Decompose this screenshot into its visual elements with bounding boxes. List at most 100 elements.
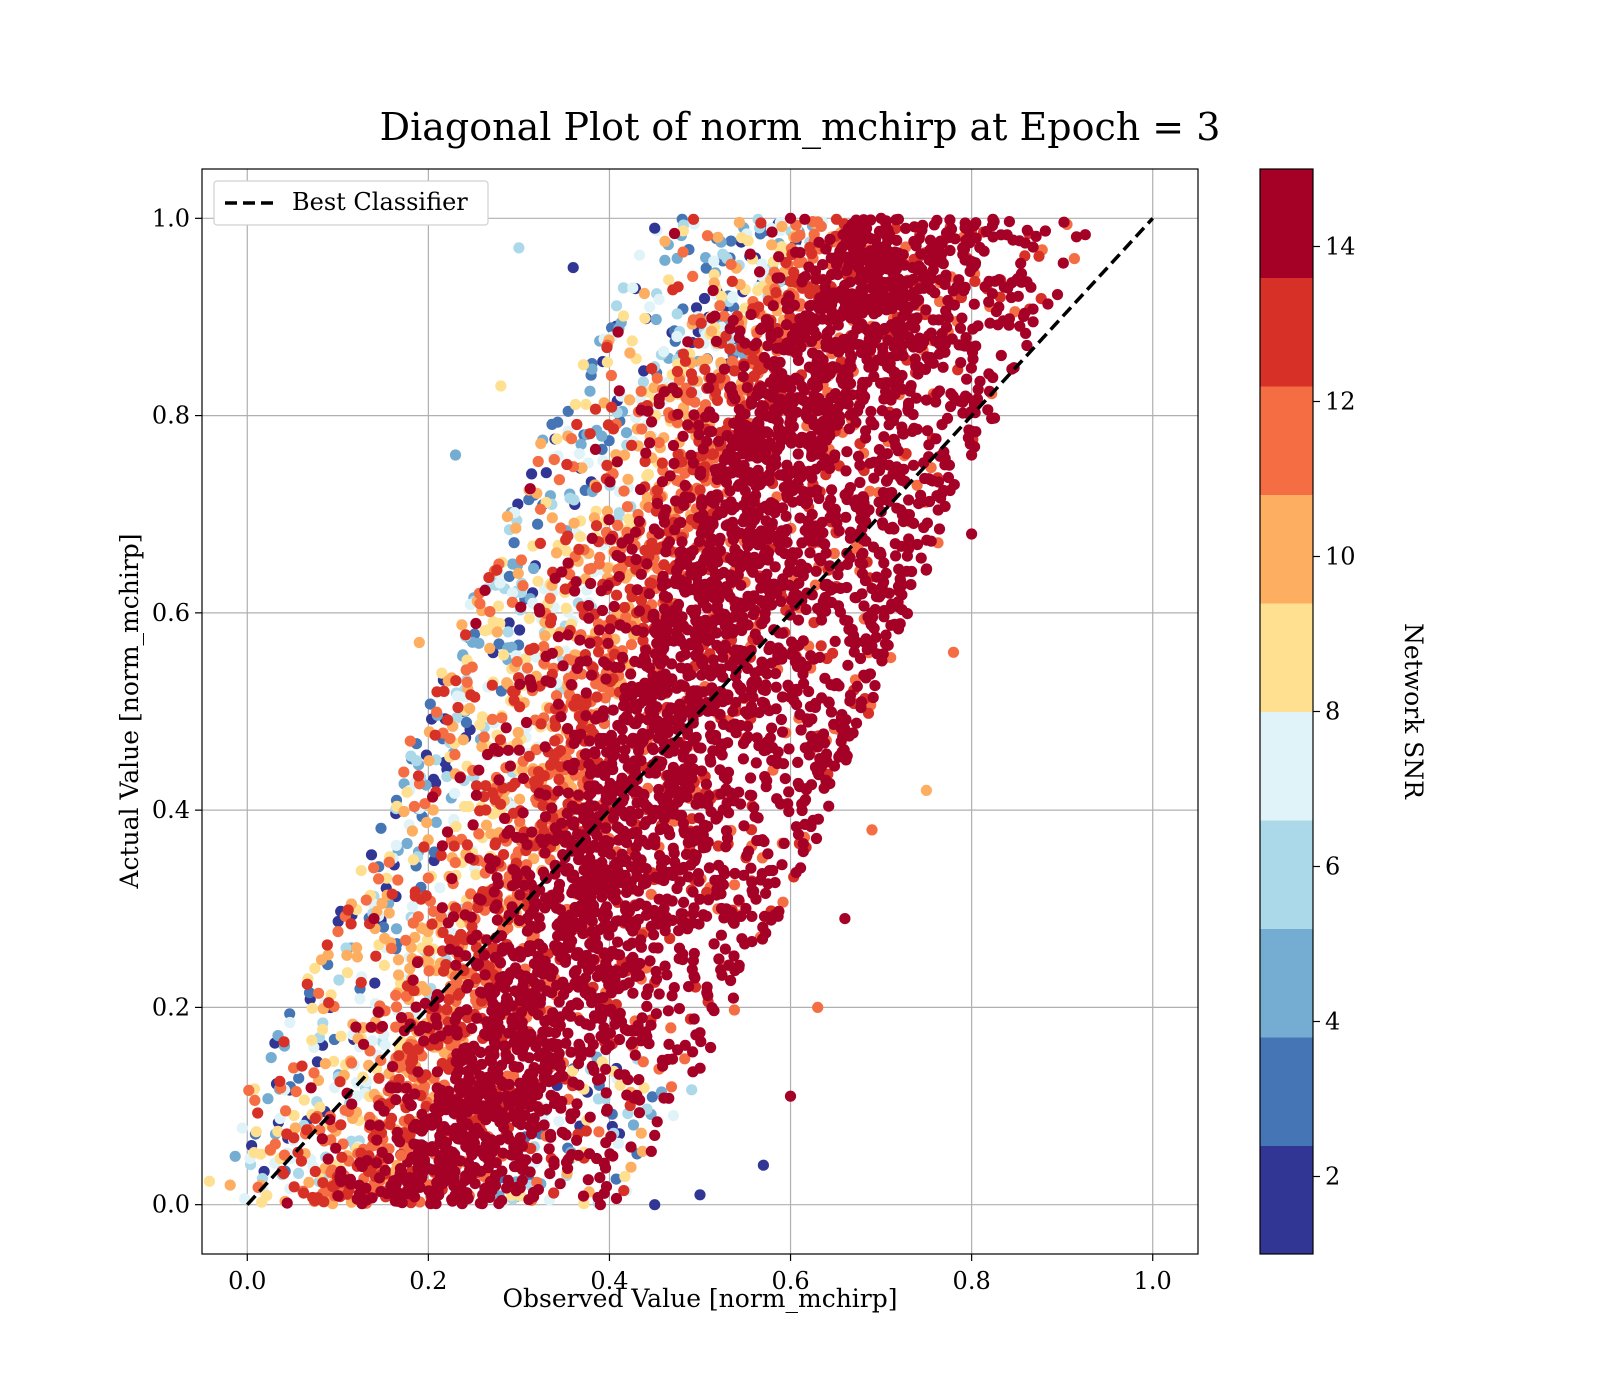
scatter-point bbox=[806, 508, 818, 521]
scatter-point bbox=[355, 1147, 367, 1159]
scatter-point bbox=[535, 437, 547, 450]
scatter-point bbox=[815, 640, 827, 652]
scatter-point bbox=[840, 465, 852, 477]
scatter-point bbox=[923, 439, 935, 451]
scatter-point bbox=[584, 428, 596, 440]
scatter-point bbox=[448, 840, 460, 852]
scatter-point bbox=[646, 578, 658, 590]
scatter-point bbox=[606, 401, 618, 413]
scatter-point bbox=[585, 723, 597, 735]
scatter-point bbox=[758, 697, 771, 709]
scatter-point bbox=[629, 1049, 641, 1061]
scatter-point bbox=[676, 536, 688, 548]
scatter-point bbox=[402, 1041, 414, 1054]
scatter-point bbox=[651, 372, 663, 384]
scatter-point bbox=[671, 330, 683, 343]
scatter-point bbox=[429, 729, 441, 741]
scatter-point bbox=[551, 433, 563, 445]
scatter-point bbox=[239, 1193, 251, 1205]
scatter-point bbox=[355, 865, 367, 877]
scatter-point bbox=[586, 363, 598, 375]
scatter-point bbox=[573, 543, 585, 556]
scatter-point bbox=[653, 893, 665, 905]
scatter-point bbox=[865, 405, 877, 418]
scatter-point bbox=[474, 598, 486, 610]
scatter-point bbox=[764, 640, 776, 653]
scatter-point bbox=[314, 1124, 326, 1136]
scatter-point bbox=[383, 907, 395, 919]
scatter-point bbox=[677, 225, 689, 237]
scatter-point bbox=[383, 856, 395, 868]
scatter-point bbox=[667, 1110, 680, 1122]
scatter-point bbox=[314, 1101, 326, 1113]
scatter-point bbox=[449, 857, 461, 869]
scatter-point bbox=[488, 886, 500, 898]
scatter-point bbox=[605, 614, 617, 626]
scatter-point bbox=[690, 798, 702, 810]
scatter-point bbox=[633, 515, 645, 527]
scatter-point bbox=[607, 704, 619, 716]
scatter-point bbox=[610, 1173, 622, 1185]
scatter-point bbox=[812, 216, 824, 228]
scatter-point bbox=[379, 1039, 391, 1051]
scatter-point bbox=[510, 522, 522, 534]
scatter-point bbox=[646, 363, 658, 375]
scatter-point bbox=[614, 1079, 626, 1091]
scatter-point bbox=[288, 1181, 300, 1193]
scatter-point bbox=[532, 455, 544, 468]
scatter-point bbox=[576, 462, 588, 474]
scatter-point bbox=[360, 894, 372, 906]
scatter-point bbox=[612, 936, 624, 948]
scatter-point bbox=[619, 1170, 631, 1183]
scatter-point bbox=[502, 626, 514, 638]
scatter-point bbox=[293, 1072, 305, 1084]
scatter-point bbox=[476, 741, 488, 753]
scatter-point bbox=[548, 754, 560, 766]
scatter-point bbox=[452, 701, 464, 714]
scatter-point bbox=[687, 213, 700, 225]
scatter-point bbox=[516, 764, 529, 776]
scatter-point bbox=[682, 336, 694, 348]
scatter-point bbox=[341, 949, 353, 961]
scatter-point bbox=[345, 918, 357, 930]
scatter-point bbox=[446, 873, 458, 885]
scatter-point bbox=[479, 584, 491, 597]
scatter-point bbox=[583, 600, 595, 612]
scatter-point bbox=[560, 545, 572, 557]
scatter-point bbox=[867, 691, 879, 704]
scatter-point bbox=[766, 239, 778, 251]
scatter-point bbox=[401, 786, 413, 798]
scatter-point bbox=[249, 1094, 261, 1106]
scatter-point bbox=[593, 558, 605, 570]
scatter-point bbox=[611, 589, 623, 601]
scatter-point bbox=[508, 537, 520, 549]
scatter-point bbox=[557, 1127, 569, 1139]
scatter-point bbox=[574, 656, 586, 668]
scatter-point bbox=[319, 1058, 331, 1070]
scatter-point bbox=[436, 840, 448, 852]
scatter-point bbox=[586, 532, 598, 545]
scatter-point bbox=[612, 519, 624, 532]
scatter-point bbox=[737, 371, 749, 383]
scatter-point bbox=[400, 934, 412, 946]
plot-area: 0.0 0.2 0.4 0.6 0.8 1.0 0.00.20.40.60.81.0 Be… bbox=[152, 168, 1199, 1295]
scatter-point bbox=[554, 1178, 566, 1190]
scatter-point bbox=[524, 644, 536, 656]
scatter-point bbox=[1068, 253, 1080, 265]
scatter-point bbox=[920, 564, 932, 576]
scatter-point bbox=[464, 852, 476, 864]
scatter-point bbox=[699, 363, 711, 375]
scatter-point bbox=[725, 258, 737, 270]
scatter-point bbox=[510, 877, 522, 890]
scatter-point bbox=[483, 572, 495, 584]
scatter-point bbox=[810, 565, 822, 577]
scatter-point bbox=[358, 1038, 370, 1050]
scatter-point bbox=[496, 712, 508, 724]
scatter-point bbox=[539, 847, 551, 859]
scatter-point bbox=[252, 1107, 264, 1119]
scatter-point bbox=[671, 365, 684, 378]
scatter-point bbox=[492, 600, 505, 612]
scatter-point bbox=[561, 458, 573, 471]
scatter-point bbox=[546, 802, 558, 814]
scatter-point bbox=[552, 698, 565, 710]
